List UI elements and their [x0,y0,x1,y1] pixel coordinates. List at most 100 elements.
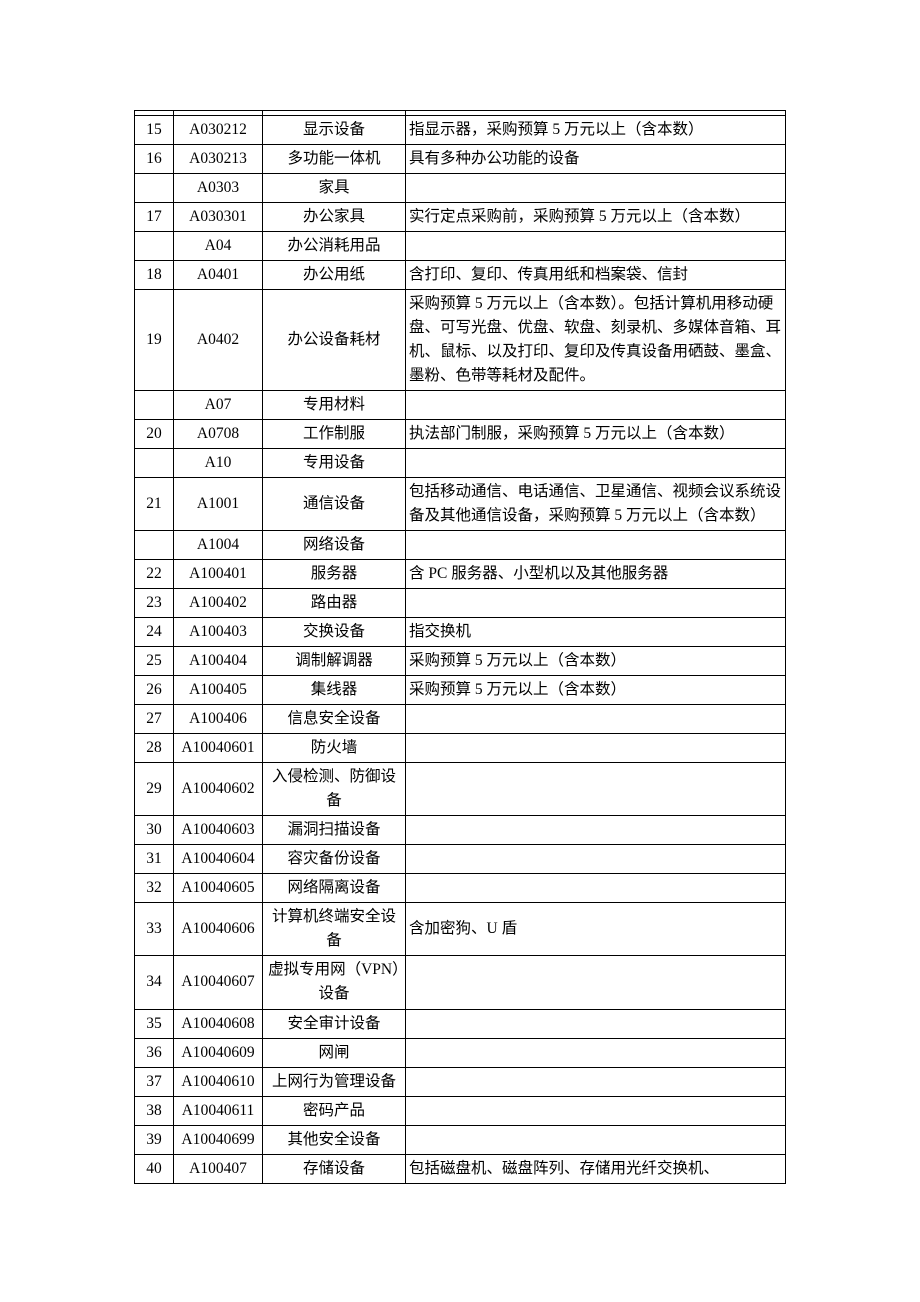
cell-desc: 包括移动通信、电话通信、卫星通信、视频会议系统设备及其他通信设备，采购预算 5 … [406,478,786,531]
cell-code: A10040603 [174,816,263,845]
cell-seq: 31 [135,845,174,874]
table-row: 21A1001通信设备包括移动通信、电话通信、卫星通信、视频会议系统设备及其他通… [135,478,786,531]
cell-seq: 15 [135,116,174,145]
cell-code: A100406 [174,705,263,734]
table-row: 39A10040699其他安全设备 [135,1125,786,1154]
cell-name: 专用设备 [263,449,406,478]
table-row: 19A0402办公设备耗材采购预算 5 万元以上（含本数）。包括计算机用移动硬盘… [135,290,786,391]
cell-seq: 29 [135,763,174,816]
cell-desc: 采购预算 5 万元以上（含本数） [406,676,786,705]
table-row: 22A100401服务器含 PC 服务器、小型机以及其他服务器 [135,560,786,589]
cell-name: 办公家具 [263,203,406,232]
cell-seq: 26 [135,676,174,705]
cell-seq: 36 [135,1038,174,1067]
cell-desc [406,874,786,903]
cell-desc [406,531,786,560]
cell-name: 家具 [263,174,406,203]
table-row: 26A100405集线器采购预算 5 万元以上（含本数） [135,676,786,705]
cell-code: A100404 [174,647,263,676]
cell-code: A10040607 [174,956,263,1009]
cell-desc: 含 PC 服务器、小型机以及其他服务器 [406,560,786,589]
cell-name: 办公设备耗材 [263,290,406,391]
cell-code: A1004 [174,531,263,560]
cell-desc: 采购预算 5 万元以上（含本数）。包括计算机用移动硬盘、可写光盘、优盘、软盘、刻… [406,290,786,391]
table-row: 27A100406信息安全设备 [135,705,786,734]
cell-desc [406,391,786,420]
cell-code: A100407 [174,1154,263,1183]
cell-name: 办公消耗用品 [263,232,406,261]
cell-desc: 指交换机 [406,618,786,647]
table-row: 18A0401办公用纸含打印、复印、传真用纸和档案袋、信封 [135,261,786,290]
cell-seq: 17 [135,203,174,232]
cell-desc [406,174,786,203]
cell-seq: 40 [135,1154,174,1183]
cell-code: A10040601 [174,734,263,763]
cell-seq [135,531,174,560]
cell-desc: 实行定点采购前，采购预算 5 万元以上（含本数） [406,203,786,232]
table-row: 40A100407存储设备包括磁盘机、磁盘阵列、存储用光纤交换机、 [135,1154,786,1183]
table-row: 25A100404调制解调器采购预算 5 万元以上（含本数） [135,647,786,676]
cell-code: A10040604 [174,845,263,874]
cell-code: A100403 [174,618,263,647]
cell-desc: 指显示器，采购预算 5 万元以上（含本数） [406,116,786,145]
cell-seq [135,232,174,261]
cell-seq: 34 [135,956,174,1009]
cell-desc [406,1009,786,1038]
cell-name: 防火墙 [263,734,406,763]
table-row: A0303家具 [135,174,786,203]
cell-code: A10040605 [174,874,263,903]
cell-code: A10040610 [174,1067,263,1096]
table-row: 23A100402路由器 [135,589,786,618]
cell-code: A10040606 [174,903,263,956]
cell-code: A030213 [174,145,263,174]
table-row: 29A10040602入侵检测、防御设备 [135,763,786,816]
cell-desc [406,232,786,261]
cell-seq: 35 [135,1009,174,1038]
table-row: 15A030212显示设备指显示器，采购预算 5 万元以上（含本数） [135,116,786,145]
cell-code: A0708 [174,420,263,449]
cell-code: A10040602 [174,763,263,816]
cell-name: 上网行为管理设备 [263,1067,406,1096]
cell-desc [406,1096,786,1125]
cell-name: 网络隔离设备 [263,874,406,903]
cell-name: 调制解调器 [263,647,406,676]
cell-name: 信息安全设备 [263,705,406,734]
cell-name: 虚拟专用网（VPN）设备 [263,956,406,1009]
cell-seq: 24 [135,618,174,647]
cell-desc [406,705,786,734]
cell-desc [406,734,786,763]
cell-desc: 采购预算 5 万元以上（含本数） [406,647,786,676]
cell-desc: 含打印、复印、传真用纸和档案袋、信封 [406,261,786,290]
cell-desc [406,1125,786,1154]
cell-code: A0402 [174,290,263,391]
cell-seq: 27 [135,705,174,734]
cell-name: 办公用纸 [263,261,406,290]
cell-desc: 含加密狗、U 盾 [406,903,786,956]
cell-name: 安全审计设备 [263,1009,406,1038]
cell-code: A10040611 [174,1096,263,1125]
cell-name: 通信设备 [263,478,406,531]
cell-desc: 包括磁盘机、磁盘阵列、存储用光纤交换机、 [406,1154,786,1183]
table-row: A1004网络设备 [135,531,786,560]
table-row: 37A10040610上网行为管理设备 [135,1067,786,1096]
cell-name: 其他安全设备 [263,1125,406,1154]
cell-code: A07 [174,391,263,420]
table-row: 33A10040606计算机终端安全设备含加密狗、U 盾 [135,903,786,956]
cell-name: 网闸 [263,1038,406,1067]
table-row: 16A030213多功能一体机具有多种办公功能的设备 [135,145,786,174]
cell-code: A10040609 [174,1038,263,1067]
cell-code: A10 [174,449,263,478]
cell-name: 交换设备 [263,618,406,647]
cell-seq: 18 [135,261,174,290]
table-row: 28A10040601防火墙 [135,734,786,763]
cell-desc [406,763,786,816]
cell-desc [406,816,786,845]
cell-desc: 具有多种办公功能的设备 [406,145,786,174]
table-row: A10专用设备 [135,449,786,478]
table-row: 38A10040611密码产品 [135,1096,786,1125]
cell-name: 集线器 [263,676,406,705]
cell-name: 工作制服 [263,420,406,449]
cell-seq [135,449,174,478]
table-row: A07专用材料 [135,391,786,420]
cell-seq [135,391,174,420]
